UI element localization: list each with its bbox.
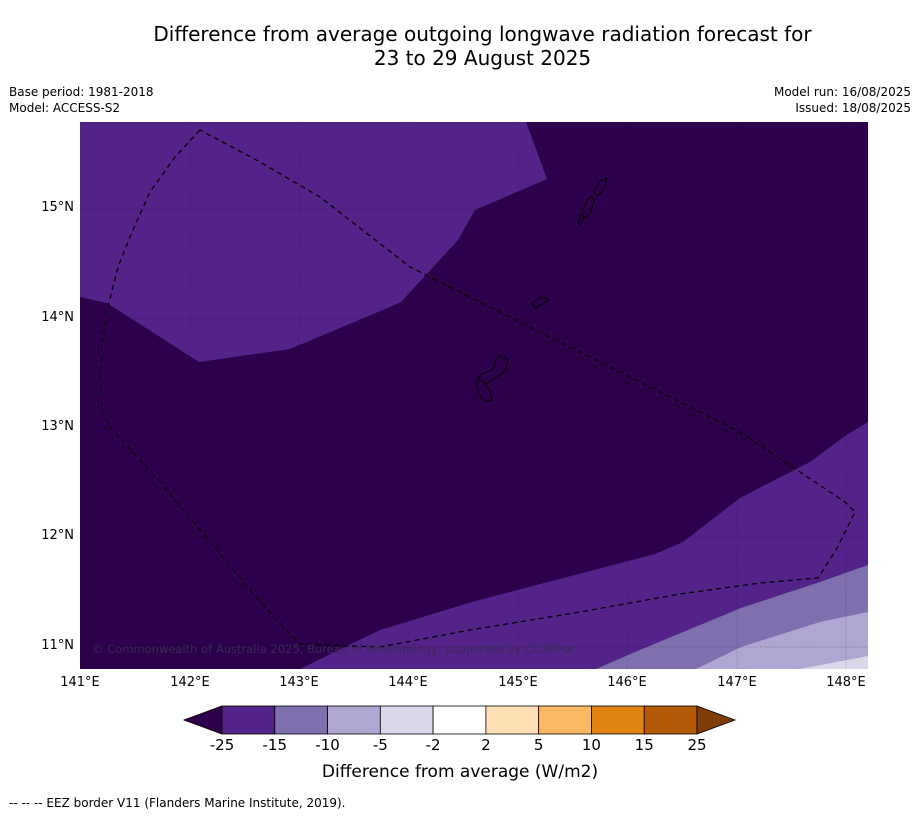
lon-label-145: 145°E: [498, 675, 538, 690]
colorbar-tick-label: 10: [581, 736, 601, 754]
anomaly-region-se-1: [300, 422, 868, 669]
lon-label-142: 142°E: [170, 675, 210, 690]
colorbar-tick-label: -5: [372, 736, 388, 754]
colorbar-segment: [327, 705, 381, 735]
colorbar-segment: [432, 705, 487, 735]
map-title: Difference from average outgoing longwav…: [80, 22, 885, 70]
colorbar-tick-label: 5: [533, 736, 544, 754]
colorbar-tick-label: 25: [687, 736, 707, 754]
colorbar-segment: [591, 705, 645, 735]
colorbar-segment: [221, 705, 276, 735]
lon-label-141: 141°E: [60, 675, 100, 690]
island-saipan: [581, 195, 595, 219]
island-tinian: [577, 214, 585, 226]
colorbar-under-arrow: [182, 705, 223, 735]
map-panel: © Commonwealth of Australia 2025, Bureau…: [80, 122, 868, 669]
lat-label-12: 12°N: [41, 528, 74, 543]
colorbar-tick-label: 15: [634, 736, 654, 754]
lon-label-144: 144°E: [388, 675, 428, 690]
title-line-1: Difference from average outgoing longwav…: [153, 22, 812, 46]
graticule: [80, 122, 868, 669]
colorbar-segment: [379, 705, 434, 735]
eez-border: [99, 129, 856, 648]
lon-label-148: 148°E: [826, 675, 866, 690]
meta-right: Model run: 16/08/2025 Issued: 18/08/2025: [774, 84, 911, 116]
island-guam: [475, 354, 509, 402]
lon-label-146: 146°E: [607, 675, 647, 690]
colorbar-tick-label: -2: [425, 736, 441, 754]
colorbar-segment: [643, 705, 698, 735]
meta-left: Base period: 1981-2018 Model: ACCESS-S2: [9, 84, 154, 116]
title-line-2: 23 to 29 August 2025: [373, 46, 592, 70]
colorbar-segment: [485, 705, 540, 735]
colorbar-tick-label: -15: [262, 736, 288, 754]
colorbar-segment: [274, 705, 328, 735]
lon-label-147: 147°E: [717, 675, 757, 690]
lat-label-14: 14°N: [41, 310, 74, 325]
colorbar-label: Difference from average (W/m2): [321, 762, 599, 782]
base-period: Base period: 1981-2018: [9, 85, 154, 99]
anomaly-region-nw: [80, 122, 547, 362]
lat-label-11: 11°N: [41, 638, 74, 653]
colorbar-over-arrow: [696, 705, 737, 735]
island-anatahan: [593, 177, 608, 197]
colorbar-segment: [538, 705, 592, 735]
anomaly-region-se-3: [696, 612, 868, 669]
eez-legend-note: -- -- -- EEZ border V11 (Flanders Marine…: [9, 796, 346, 810]
colorbar: [182, 705, 737, 735]
lon-label-143: 143°E: [279, 675, 319, 690]
lat-label-13: 13°N: [41, 419, 74, 434]
model-run: Model run: 16/08/2025: [773, 85, 911, 99]
lat-label-15: 15°N: [41, 200, 74, 215]
colorbar-tick-label: -10: [315, 736, 340, 754]
islands: [475, 177, 608, 402]
colorbar-tick-label: 2: [481, 736, 491, 754]
colorbar-tick-label: -25: [209, 736, 235, 754]
copyright-notice: © Commonwealth of Australia 2025, Bureau…: [92, 642, 576, 656]
anomaly-region-se-4: [800, 656, 868, 669]
model-name: Model: ACCESS-S2: [9, 101, 121, 115]
island-rota: [531, 296, 551, 309]
issued-date: Issued: 18/08/2025: [795, 101, 911, 115]
